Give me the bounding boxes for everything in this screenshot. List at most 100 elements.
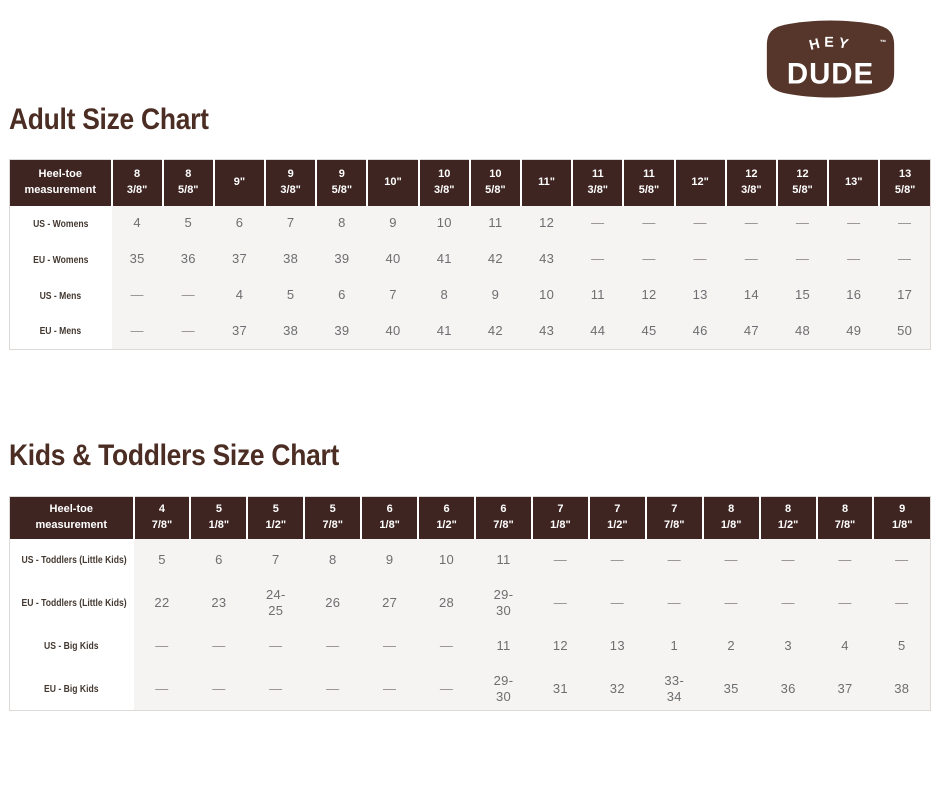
size-column-header: 7 7/8" (644, 496, 703, 539)
size-cell: 49 (828, 313, 880, 350)
size-cell: 5 (133, 538, 191, 582)
size-cell: — (361, 624, 419, 668)
size-column-header: 13 5/8" (878, 159, 931, 206)
size-cell: — (418, 624, 476, 668)
size-cell: 29- 30 (475, 581, 532, 625)
size-cell: 48 (776, 313, 829, 350)
size-cell: 46 (674, 313, 726, 350)
size-cell: 42 (469, 313, 521, 350)
size-cell: 5 (162, 205, 214, 242)
header-row: Heel-toe measurement 4 7/8" 5 1/8" 5 1/2" 5 … (9, 496, 931, 539)
size-cell: 36 (162, 241, 214, 278)
size-cell: 37 (213, 241, 266, 278)
size-cell: 9 (469, 277, 521, 314)
size-column-header: 13" (827, 159, 880, 206)
size-row: US - Womens 4 5 6 7 8 9 10 11 12— — — — — — — (9, 205, 931, 242)
size-cell: 12 (531, 624, 589, 668)
adult-size-table: Heel-toe measurement 8 3/8" 8 5/8" 9" 9 3/8"… (9, 159, 931, 350)
size-cell: 29- 30 (475, 667, 532, 711)
size-cell: 45 (623, 313, 675, 350)
size-cell: — (725, 241, 777, 278)
size-cell: 35 (702, 667, 760, 711)
size-cell: 7 (247, 538, 305, 582)
size-cell: 39 (316, 313, 368, 350)
size-cell: 4 (816, 624, 874, 668)
size-column-header: 8 1/8" (701, 496, 760, 539)
size-cell: 6 (316, 277, 368, 314)
size-cell: — (247, 624, 305, 668)
size-cell: — (702, 581, 760, 625)
size-cell: — (645, 581, 703, 625)
size-cell: 35 (111, 241, 163, 278)
size-cell: 50 (879, 313, 931, 350)
row-label: US - Womens (9, 205, 112, 242)
size-cell: 26 (304, 581, 362, 625)
heydude-logo: HEY DUDE ™ (766, 20, 895, 98)
size-cell: 43 (521, 313, 573, 350)
size-cell: — (531, 581, 589, 625)
size-row: EU - Big Kids — — — — — —29- 30 31 32 33- 34 35 36 3… (9, 667, 931, 711)
heel-toe-measurement-header: Heel-toe measurement (9, 496, 134, 539)
size-column-header: 9" (212, 159, 266, 206)
size-column-header: 12 3/8" (724, 159, 777, 206)
size-cell: 8 (316, 205, 368, 242)
size-cell: 6 (213, 205, 266, 242)
adult-chart-title: Adult Size Chart (9, 103, 209, 136)
size-cell: — (759, 538, 817, 582)
size-cell: 38 (265, 313, 317, 350)
size-cell: 14 (725, 277, 777, 314)
size-cell: — (702, 538, 760, 582)
row-label: EU - Mens (9, 313, 112, 350)
kids-chart-title: Kids & Toddlers Size Chart (9, 439, 340, 472)
size-cell: 10 (418, 538, 476, 582)
size-cell: 6 (190, 538, 248, 582)
size-cell: — (304, 624, 362, 668)
size-cell: 13 (674, 277, 726, 314)
row-label: US - Mens (9, 277, 112, 314)
size-cell: 41 (418, 241, 470, 278)
size-cell: 9 (361, 538, 419, 582)
size-column-header: 10 3/8" (417, 159, 470, 206)
size-column-header: 12" (673, 159, 726, 206)
size-row: EU - Toddlers (Little Kids) 22 23 24- 25 26 2… (9, 581, 931, 625)
size-cell: 4 (111, 205, 163, 242)
size-cell: 5 (265, 277, 317, 314)
size-cell: 12 (623, 277, 675, 314)
adult-size-chart-section: Adult Size Chart Heel-toe measurement 8 3… (9, 105, 931, 350)
size-cell: 37 (816, 667, 874, 711)
size-cell: 28 (418, 581, 476, 625)
size-cell: 33- 34 (645, 667, 703, 711)
size-cell: 23 (190, 581, 248, 625)
kids-size-table: Heel-toe measurement 4 7/8" 5 1/8" 5 1/2" 5 … (9, 496, 931, 711)
size-cell: 13 (588, 624, 646, 668)
size-column-header: 10 5/8" (468, 159, 521, 206)
row-label: US - Big Kids (9, 624, 134, 668)
size-cell: — (776, 205, 829, 242)
size-cell: 47 (725, 313, 777, 350)
size-cell: 9 (367, 205, 419, 242)
size-cell: — (623, 241, 675, 278)
size-column-header: 8 7/8" (815, 496, 874, 539)
size-column-header: 9 1/8" (872, 496, 931, 539)
size-cell: — (418, 667, 476, 711)
row-label: US - Toddlers (Little Kids) (9, 538, 134, 582)
size-column-header: 6 1/2" (417, 496, 476, 539)
size-cell: — (776, 241, 829, 278)
size-cell: 41 (418, 313, 470, 350)
size-cell: — (674, 205, 726, 242)
size-chart-page: Adult Size Chart Heel-toe measurement 8 3… (9, 105, 931, 711)
size-cell: 16 (828, 277, 880, 314)
size-cell: — (133, 667, 191, 711)
size-cell: 17 (879, 277, 931, 314)
logo-tm: ™ (880, 40, 887, 47)
size-cell: — (162, 313, 214, 350)
size-column-header: 9 5/8" (315, 159, 368, 206)
size-cell: — (572, 205, 624, 242)
size-cell: — (674, 241, 726, 278)
size-cell: — (828, 241, 880, 278)
size-cell: 44 (572, 313, 624, 350)
size-column-header: 11" (519, 159, 573, 206)
heel-toe-measurement-header: Heel-toe measurement (9, 159, 112, 206)
size-cell: 10 (418, 205, 470, 242)
size-column-header: 4 7/8" (132, 496, 191, 539)
